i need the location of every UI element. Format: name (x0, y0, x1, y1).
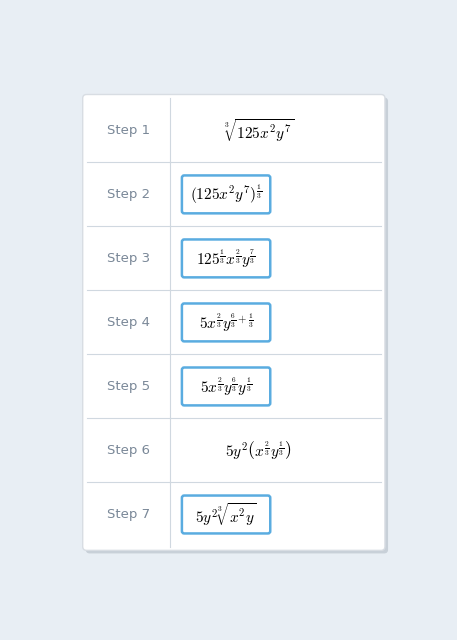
Text: Step 7: Step 7 (107, 508, 150, 521)
FancyBboxPatch shape (182, 495, 270, 534)
Text: $\mathit{\sqrt[3]{125x^2 y^7}}$: $\mathit{\sqrt[3]{125x^2 y^7}}$ (223, 117, 294, 144)
Text: $5x^{\frac{2}{3}} y^{\frac{6}{3}} y^{\frac{1}{3}}$: $5x^{\frac{2}{3}} y^{\frac{6}{3}} y^{\fr… (200, 375, 252, 397)
FancyBboxPatch shape (182, 303, 270, 341)
Text: Step 6: Step 6 (107, 444, 150, 457)
Text: Step 2: Step 2 (107, 188, 150, 201)
FancyBboxPatch shape (86, 97, 388, 554)
Text: $5y^2 \sqrt[3]{x^2y}$: $5y^2 \sqrt[3]{x^2y}$ (195, 501, 257, 528)
Text: Step 4: Step 4 (107, 316, 150, 329)
FancyBboxPatch shape (182, 239, 270, 277)
Text: $(125x^2y^7)^{\frac{1}{3}}$: $(125x^2y^7)^{\frac{1}{3}}$ (190, 182, 262, 206)
Text: Step 1: Step 1 (107, 124, 150, 137)
Text: Step 3: Step 3 (107, 252, 150, 265)
Text: $125^{\frac{1}{3}} x^{\frac{2}{3}} y^{\frac{7}{3}}$: $125^{\frac{1}{3}} x^{\frac{2}{3}} y^{\f… (196, 247, 256, 269)
FancyBboxPatch shape (83, 95, 385, 550)
FancyBboxPatch shape (182, 175, 270, 213)
Text: $5y^2\left(x^{\frac{2}{3}}y^{\frac{1}{3}}\right)$: $5y^2\left(x^{\frac{2}{3}}y^{\frac{1}{3}… (225, 439, 292, 461)
FancyBboxPatch shape (182, 367, 270, 405)
Text: $5x^{\frac{2}{3}} y^{\frac{6}{3}+\frac{1}{3}}$: $5x^{\frac{2}{3}} y^{\frac{6}{3}+\frac{1… (199, 311, 254, 333)
Text: Step 5: Step 5 (107, 380, 150, 393)
